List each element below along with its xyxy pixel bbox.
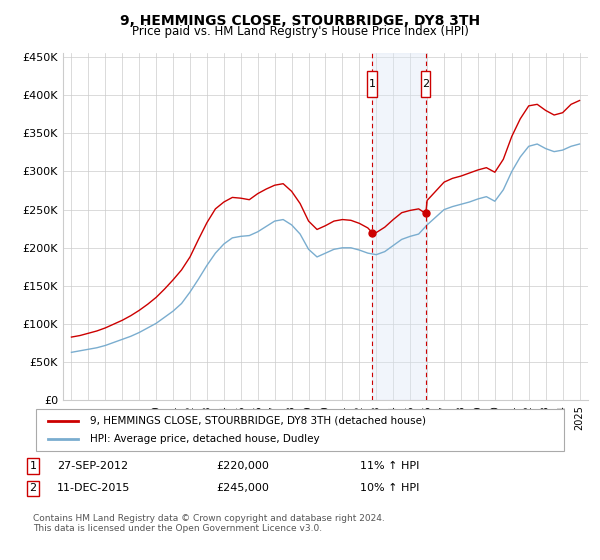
FancyBboxPatch shape: [367, 71, 377, 97]
Text: 9, HEMMINGS CLOSE, STOURBRIDGE, DY8 3TH (detached house): 9, HEMMINGS CLOSE, STOURBRIDGE, DY8 3TH …: [90, 416, 426, 426]
Text: £220,000: £220,000: [216, 461, 269, 471]
Text: Price paid vs. HM Land Registry's House Price Index (HPI): Price paid vs. HM Land Registry's House …: [131, 25, 469, 38]
Text: 1: 1: [368, 79, 376, 88]
Text: 2: 2: [422, 79, 430, 88]
Text: 9, HEMMINGS CLOSE, STOURBRIDGE, DY8 3TH: 9, HEMMINGS CLOSE, STOURBRIDGE, DY8 3TH: [120, 14, 480, 28]
Text: 1: 1: [29, 461, 37, 471]
Text: 10% ↑ HPI: 10% ↑ HPI: [360, 483, 419, 493]
Text: 11-DEC-2015: 11-DEC-2015: [57, 483, 130, 493]
FancyBboxPatch shape: [421, 71, 430, 97]
Text: HPI: Average price, detached house, Dudley: HPI: Average price, detached house, Dudl…: [90, 434, 320, 444]
Text: 27-SEP-2012: 27-SEP-2012: [57, 461, 128, 471]
Text: £245,000: £245,000: [216, 483, 269, 493]
Text: 11% ↑ HPI: 11% ↑ HPI: [360, 461, 419, 471]
Bar: [372, 53, 426, 400]
Text: 2: 2: [29, 483, 37, 493]
Text: Contains HM Land Registry data © Crown copyright and database right 2024.
This d: Contains HM Land Registry data © Crown c…: [33, 514, 385, 534]
